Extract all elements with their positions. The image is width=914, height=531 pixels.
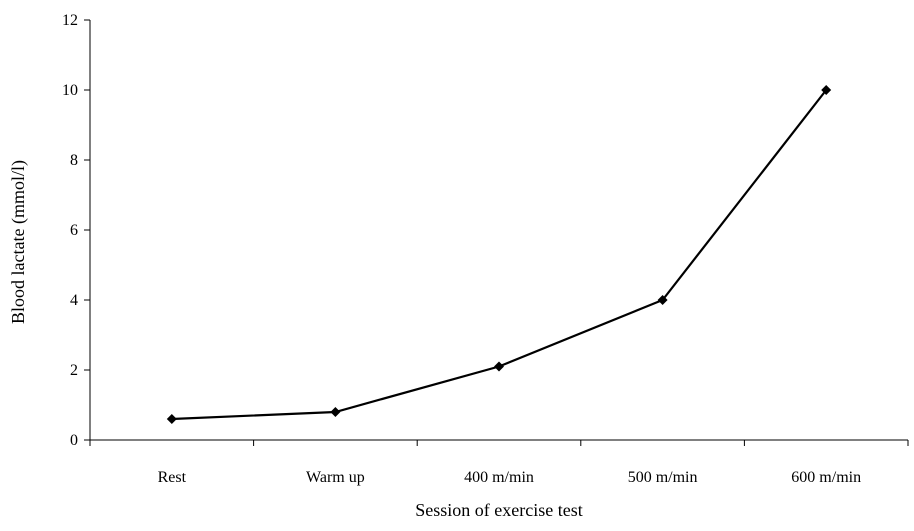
y-tick-label: 0 <box>70 432 78 449</box>
x-axis-title: Session of exercise test <box>415 500 582 520</box>
x-tick-label: 500 m/min <box>628 469 698 486</box>
y-axis: 0 2 4 6 8 10 12 <box>62 12 91 449</box>
x-tick-label: Warm up <box>306 469 365 486</box>
data-point-marker <box>821 85 832 95</box>
y-tick-label: 10 <box>62 82 78 99</box>
data-point-marker <box>494 361 504 372</box>
y-tick-label: 4 <box>70 292 78 309</box>
y-tick-label: 2 <box>70 362 78 379</box>
y-tick-label: 12 <box>62 12 78 29</box>
x-tick-label: 400 m/min <box>464 469 534 486</box>
x-tick-label: Rest <box>158 469 187 486</box>
y-axis-title: Blood lactate (mmol/l) <box>8 160 29 324</box>
y-tick-label: 8 <box>70 152 78 169</box>
series-layer <box>166 85 832 424</box>
data-point-marker <box>657 295 668 305</box>
x-tick-label: 600 m/min <box>791 469 861 486</box>
data-point-marker <box>166 414 177 424</box>
x-axis: Rest Warm up 400 m/min 500 m/min 600 m/min <box>89 439 909 486</box>
y-tick-label: 6 <box>70 222 78 239</box>
data-point-marker <box>330 407 341 417</box>
